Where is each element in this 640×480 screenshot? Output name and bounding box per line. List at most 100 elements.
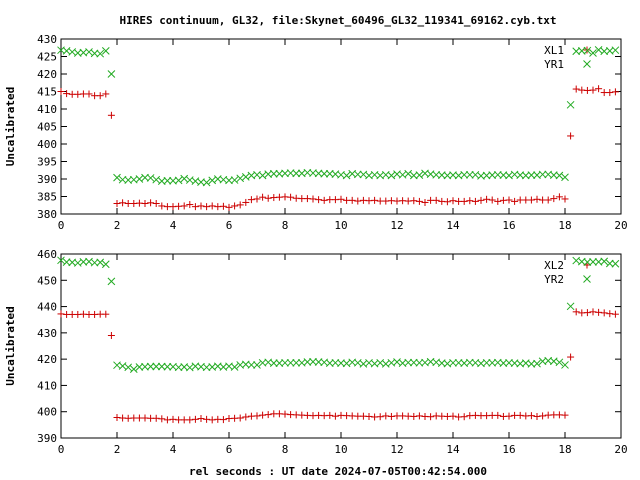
data-point [583,309,591,317]
data-point [342,171,351,180]
x-tick-label: 2 [114,219,121,232]
data-point [236,201,244,209]
data-point [505,196,513,204]
x-tick-label: 8 [282,443,289,456]
data-point [107,70,116,78]
data-point [561,195,569,203]
data-point [96,49,105,58]
data-point [242,413,250,421]
data-point [225,203,233,211]
data-point [572,308,580,316]
data-point [203,415,211,423]
data-point [113,200,121,207]
data-point [387,412,395,420]
data-point [186,201,194,209]
data-point [337,195,345,203]
data-point [589,258,597,266]
x-tick-label: 10 [334,219,347,232]
x-tick-label: 14 [446,219,460,232]
data-point [197,415,205,423]
data-point [191,415,199,423]
data-point [415,412,423,420]
data-point [494,411,502,419]
data-point [219,416,227,424]
data-point [264,194,272,202]
data-point [482,358,491,367]
data-point [202,178,211,187]
x-tick-label: 0 [58,219,65,232]
data-point [477,196,485,204]
data-point [555,171,564,180]
data-point [236,414,244,422]
y-tick-label: 410 [37,379,57,392]
data-point [427,413,435,421]
x-tick-label: 10 [334,443,347,456]
data-point [600,257,609,266]
data-point [527,412,535,420]
data-point [124,363,133,372]
data-point [527,196,535,204]
data-point [253,412,261,420]
data-point [589,86,597,94]
x-tick-label: 18 [558,443,571,456]
data-point [421,198,429,206]
data-point [326,411,334,419]
data-point [505,412,513,420]
y-tick-label: 395 [37,156,57,169]
data-point [309,195,317,203]
x-tick-label: 20 [614,443,627,456]
data-point [611,259,620,268]
series-YR1 [57,45,620,187]
data-point [102,90,110,98]
data-point [595,308,603,316]
data-point [219,202,227,210]
data-point [292,169,301,178]
data-point [365,412,373,420]
y-tick-label: 410 [37,103,57,116]
data-point [533,195,541,203]
x-tick-label: 4 [170,443,177,456]
data-point [589,49,597,57]
data-point [539,412,547,420]
data-point [533,359,541,368]
data-point [561,361,569,369]
data-point [511,197,519,205]
plot-frame [60,38,622,215]
data-point [230,176,239,184]
data-point [527,171,536,180]
data-point [315,196,323,204]
data-point [281,410,289,418]
data-point [460,413,468,421]
data-point [57,88,65,95]
x-tick-label: 12 [390,219,403,232]
data-point [382,412,390,420]
data-point [404,358,413,367]
x-tick-label: 12 [390,443,403,456]
x-tick-label: 4 [170,219,177,232]
y-tick-label: 400 [37,138,57,151]
data-point [163,176,172,185]
data-point [555,358,564,367]
data-point [102,310,110,318]
data-point [415,171,424,180]
x-tick-label: 16 [502,219,515,232]
data-point [404,169,413,178]
data-point [567,132,575,140]
plot-panels: 0 2 4 6 8 10 12 14 16 18 2038038539039540040541041… [4,33,628,456]
data-point [141,200,149,207]
y-tick-label: 390 [37,173,57,186]
data-point [449,197,457,205]
y-tick-label: 430 [37,327,57,340]
plot-frame [60,253,622,439]
data-point [197,202,205,210]
legend-label-YR2: YR2 [544,273,564,286]
x-tick-label: 8 [282,219,289,232]
y-tick-label: 385 [37,191,57,204]
data-point [253,361,261,369]
y-tick-label: 460 [37,248,57,261]
data-point [101,47,110,55]
y-tick-label: 430 [37,33,57,46]
plot-panel-2: 0 2 4 6 8 10 12 14 16 18 20 390 400 410 420 430 440 450 46… [4,248,628,456]
x-tick-label: 18 [558,219,571,232]
